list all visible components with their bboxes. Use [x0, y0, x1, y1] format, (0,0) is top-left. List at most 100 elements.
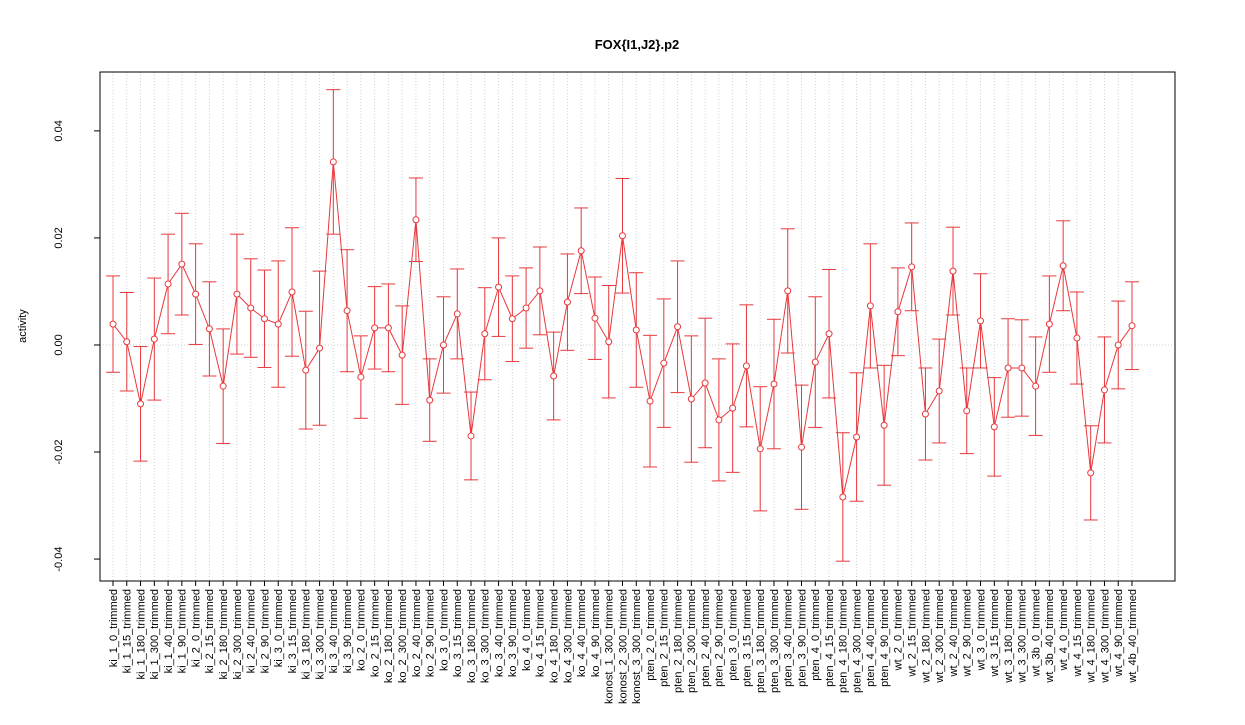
point	[742, 362, 750, 370]
point	[563, 298, 571, 306]
point	[935, 387, 943, 395]
point	[1087, 469, 1095, 477]
x-tick-label: pten_4_40_trimmed	[865, 589, 877, 687]
x-tick-label: pten_3_0_trimmed	[728, 589, 740, 681]
point	[646, 397, 654, 405]
x-tick-label: ko_4_0_trimmed	[521, 589, 533, 671]
x-tick-label: konost_2_300_trimmed	[617, 589, 629, 704]
point	[109, 320, 117, 328]
point	[591, 314, 599, 322]
x-tick-label: pten_4_180_trimmed	[838, 589, 850, 693]
point	[398, 351, 406, 359]
x-tick-label: wt_3_15_trimmed	[989, 589, 1001, 677]
x-tick-label: pten_4_0_trimmed	[810, 589, 822, 681]
point	[853, 433, 861, 441]
plot-frame	[99, 71, 1176, 582]
point	[205, 325, 213, 333]
x-tick-label: ko_2_15_trimmed	[369, 589, 381, 677]
point	[949, 267, 957, 275]
x-tick-label: ko_4_300_trimmed	[562, 589, 574, 683]
x-tick-label: ko_3_90_trimmed	[507, 589, 519, 677]
point	[219, 382, 227, 390]
point	[495, 283, 503, 291]
point	[343, 307, 351, 315]
x-tick-label: pten_3_15_trimmed	[741, 589, 753, 687]
x-tick-label: ki_2_90_trimmed	[259, 589, 271, 673]
x-tick-label: ki_2_0_trimmed	[190, 589, 202, 667]
x-tick-label: ko_4_40_trimmed	[576, 589, 588, 677]
point	[550, 372, 558, 380]
x-tick-label: pten_3_180_trimmed	[755, 589, 767, 693]
point	[453, 310, 461, 318]
x-tick-label: ki_1_300_trimmed	[149, 589, 161, 680]
x-tick-label: wt_2_0_trimmed	[893, 589, 905, 671]
x-tick-label: ki_2_40_trimmed	[246, 589, 258, 673]
point	[288, 288, 296, 296]
point	[1100, 386, 1108, 394]
point	[137, 400, 145, 408]
point	[1045, 320, 1053, 328]
x-tick-label: wt_3_300_trimmed	[1017, 589, 1029, 684]
y-tick-label: -0.04	[53, 547, 65, 572]
point	[839, 493, 847, 501]
x-tick-label: wt_3b_40_trimmed	[1044, 589, 1056, 684]
x-tick-label: pten_4_15_trimmed	[824, 589, 836, 687]
x-tick-label: wt_4_15_trimmed	[1072, 589, 1084, 677]
point	[674, 323, 682, 331]
point	[619, 232, 626, 240]
x-tick-label: konost_3_300_trimmed	[631, 589, 643, 704]
x-tick-label: ko_3_0_trimmed	[438, 589, 450, 671]
point	[329, 158, 337, 166]
x-tick-label: pten_4_300_trimmed	[851, 589, 863, 693]
x-tick-label: wt_4_0_trimmed	[1058, 589, 1070, 671]
x-tick-label: wt_4b_40_trimmed	[1127, 589, 1139, 684]
x-tick-label: ki_3_180_trimmed	[301, 589, 313, 680]
point	[866, 302, 874, 310]
x-tick-label: ki_3_15_trimmed	[287, 589, 299, 673]
point	[357, 373, 365, 381]
x-tick-label: wt_4_180_trimmed	[1086, 589, 1098, 684]
x-tick-label: wt_3b_0_trimmed	[1030, 589, 1042, 677]
y-tick-label: 0.04	[53, 120, 65, 141]
point	[481, 330, 489, 338]
point	[123, 338, 131, 346]
x-tick-label: pten_3_40_trimmed	[783, 589, 795, 687]
point	[536, 287, 544, 295]
point	[798, 443, 806, 451]
point	[467, 432, 475, 440]
point	[1018, 364, 1026, 372]
x-tick-label: ko_3_300_trimmed	[480, 589, 492, 683]
point	[508, 315, 516, 323]
x-tick-label: pten_2_300_trimmed	[686, 589, 698, 693]
x-tick-label: pten_2_15_trimmed	[659, 589, 671, 687]
x-tick-label: ki_3_90_trimmed	[342, 589, 354, 673]
x-tick-label: ko_2_40_trimmed	[411, 589, 423, 677]
point	[770, 380, 778, 388]
x-tick-label: wt_2_300_trimmed	[934, 589, 946, 684]
x-tick-label: wt_4_90_trimmed	[1113, 589, 1125, 677]
point	[687, 395, 695, 403]
x-tick-label: ko_2_180_trimmed	[383, 589, 395, 683]
x-tick-label: ki_3_0_trimmed	[273, 589, 285, 667]
x-tick-label: pten_2_90_trimmed	[714, 589, 726, 687]
point	[439, 341, 447, 349]
point	[1073, 334, 1081, 342]
point	[1059, 262, 1067, 270]
x-tick-label: ko_3_180_trimmed	[466, 589, 478, 683]
point	[233, 290, 241, 298]
point	[990, 423, 998, 431]
x-tick-label: pten_4_90_trimmed	[879, 589, 891, 687]
point	[1128, 322, 1136, 330]
point	[715, 416, 723, 424]
x-tick-label: ki_1_180_trimmed	[135, 589, 147, 680]
point	[880, 421, 888, 429]
x-tick-label: ki_1_15_trimmed	[122, 589, 134, 673]
x-tick-label: pten_3_300_trimmed	[769, 589, 781, 693]
x-tick-label: wt_2_15_trimmed	[907, 589, 919, 677]
point	[426, 396, 434, 404]
x-tick-label: ko_4_90_trimmed	[590, 589, 602, 677]
point	[316, 344, 324, 352]
y-axis-label: activity	[17, 309, 29, 343]
y-tick-label: 0.00	[53, 334, 65, 355]
